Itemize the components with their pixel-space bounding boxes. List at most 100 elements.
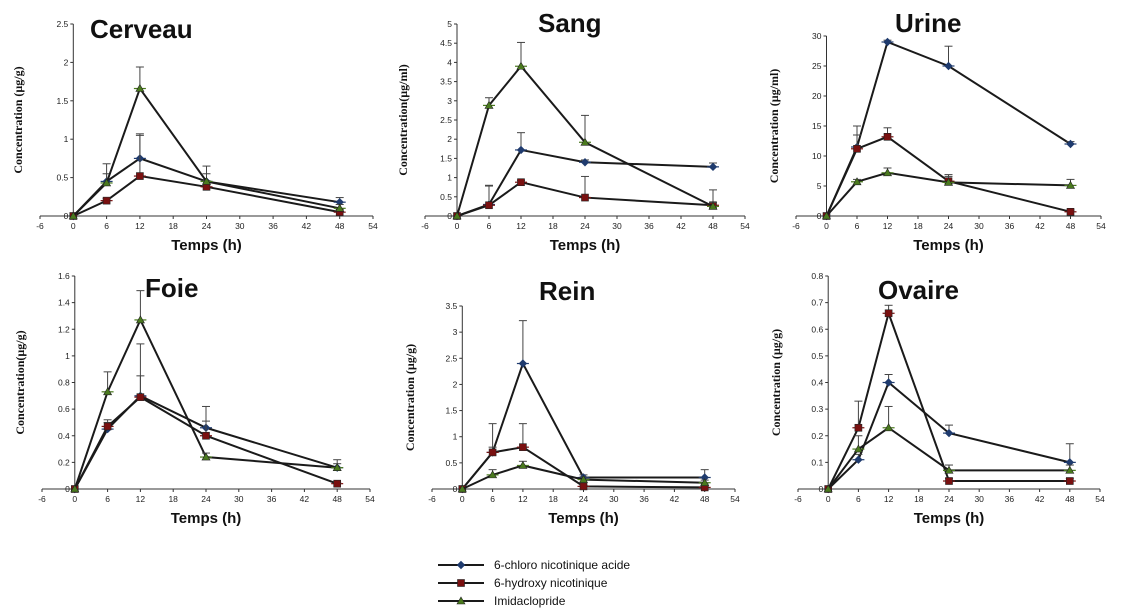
chart-sang: Sang-6 0 6 12 18 24 30 36 42 48 5400.511.522.533.5… (396, 8, 750, 254)
x-tick-label: -6 (421, 221, 429, 231)
data-point (332, 463, 342, 472)
x-tick-label: 24 (202, 221, 212, 231)
x-tick-label: 0 (824, 221, 829, 231)
y-tick-label: 0 (447, 211, 452, 221)
y-tick-label: 2.5 (445, 353, 457, 363)
data-point (102, 196, 111, 205)
x-axis-label: Temps (h) (914, 510, 985, 527)
series-diamond (458, 320, 711, 494)
x-tick-label: 6 (490, 494, 495, 504)
x-tick-label: 0 (72, 494, 77, 504)
series-diamond (69, 134, 346, 221)
y-axis-label: Concentration (µg/g) (403, 344, 417, 451)
y-tick-label: 0.4 (811, 378, 823, 388)
data-point (944, 428, 954, 438)
x-axis-label: Temps (h) (171, 510, 242, 527)
x-tick-label: 30 (234, 494, 244, 504)
data-point (945, 477, 953, 485)
y-tick-label: 0.6 (811, 324, 823, 334)
data-point (823, 484, 833, 493)
x-tick-label: 36 (1005, 494, 1015, 504)
x-tick-label: 54 (730, 494, 740, 504)
y-tick-label: 25 (812, 61, 822, 71)
data-point (883, 37, 892, 47)
data-point (333, 479, 342, 488)
y-tick-label: 1.4 (58, 298, 70, 308)
series-diamond (823, 374, 1076, 494)
data-point (944, 465, 954, 474)
x-tick-label: 6 (105, 494, 110, 504)
y-tick-label: 4.5 (440, 38, 452, 48)
y-tick-label: 0 (64, 211, 69, 221)
x-tick-label: -6 (794, 494, 802, 504)
data-point (944, 61, 953, 71)
y-tick-label: 10 (812, 151, 822, 161)
x-tick-label: 24 (944, 494, 954, 504)
chart-ovaire: Ovaire -6 0 6 12 18 24 30 36 42 48 54 0 0.1 0.2 0.3 0.4 0… (769, 271, 1105, 527)
data-point (708, 162, 718, 172)
x-tick-label: 24 (201, 494, 211, 504)
data-point (1066, 208, 1075, 216)
x-tick-label: 24 (944, 221, 954, 231)
data-point (581, 193, 589, 202)
data-point (882, 168, 893, 177)
legend-marker (456, 560, 466, 570)
y-axis-label: Concentration (µg/g) (769, 329, 783, 436)
data-point (1065, 465, 1075, 474)
data-point (103, 387, 113, 396)
y-tick-label: 5 (447, 19, 452, 29)
y-tick-label: 0.2 (811, 431, 823, 441)
x-axis-label: Temps (h) (171, 237, 242, 254)
x-tick-label: 30 (235, 221, 245, 231)
y-tick-label: 1.2 (58, 324, 70, 334)
y-tick-label: 1.5 (445, 406, 457, 416)
x-tick-label: 18 (168, 494, 178, 504)
x-tick-label: 24 (580, 221, 590, 231)
data-point (578, 474, 589, 483)
x-tick-label: 48 (332, 494, 342, 504)
x-tick-label: 6 (856, 494, 861, 504)
legend-item: 6-hydroxy nicotinique (436, 574, 676, 592)
y-tick-label: 0.5 (440, 192, 452, 202)
data-point (68, 211, 78, 220)
x-tick-label: 0 (460, 494, 465, 504)
legend-marker (457, 579, 465, 587)
x-tick-label: 48 (1066, 221, 1076, 231)
y-tick-label: 15 (812, 121, 822, 131)
x-tick-label: 0 (71, 221, 76, 231)
y-tick-label: 0 (453, 484, 458, 494)
x-tick-label: 6 (855, 221, 860, 231)
series-triangle (452, 41, 719, 220)
data-point (884, 378, 893, 387)
data-point (102, 178, 112, 187)
data-point (884, 423, 894, 432)
data-point (457, 484, 467, 493)
data-point (202, 431, 210, 440)
data-point (580, 158, 590, 167)
legend-marker (456, 596, 466, 605)
y-tick-label: 4 (447, 57, 452, 67)
data-point (853, 145, 861, 153)
x-tick-label: 6 (104, 221, 109, 231)
x-tick-label: 18 (913, 221, 923, 231)
x-tick-label: 36 (268, 221, 278, 231)
chart-rein: Rein -6 0 6 12 18 24 30 36 42 48 54 0 0.5 1 1.5 2 2.5 3 3.5… (403, 276, 740, 527)
x-tick-label: 48 (700, 494, 710, 504)
y-axis-label: Concentration (µg/ml) (767, 69, 781, 184)
series-square (71, 343, 344, 493)
y-tick-label: 2.5 (440, 115, 452, 125)
x-axis-label: Temps (h) (550, 237, 621, 254)
y-tick-label: 1 (65, 351, 70, 361)
y-tick-label: 2 (64, 57, 69, 67)
chart-urine: Urine -6 0 6 12 18 24 30 36 42 48 54 0 5 10 15 20 25 30 Tem… (767, 8, 1106, 254)
y-tick-label: 1 (447, 173, 452, 183)
data-point (135, 83, 145, 92)
data-point (517, 178, 525, 187)
chart-title: Ovaire (878, 275, 959, 305)
legend-item: Imidaclopride (436, 592, 676, 610)
legend-item: 6-chloro nicotinique acide (436, 556, 676, 574)
data-point (519, 443, 527, 451)
y-tick-label: 3.5 (440, 77, 452, 87)
series-square (69, 133, 346, 220)
